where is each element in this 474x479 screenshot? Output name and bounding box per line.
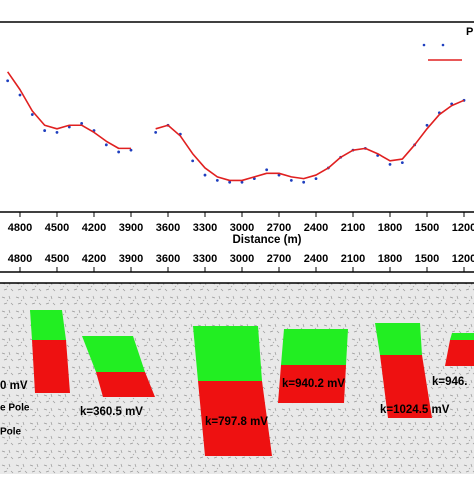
x-tick-label: 2700 [267,253,291,265]
blocks [30,310,474,456]
block-green [375,323,422,355]
x-tick-label: 1800 [378,253,402,265]
data-point [314,177,318,181]
x-tick-label: 3900 [119,253,143,265]
data-point [388,163,392,166]
data-point [277,173,281,177]
data-point [289,179,293,182]
legend-text: P [466,26,473,38]
data-point [265,168,269,172]
x-tick-label: 2700 [267,222,291,234]
x-tick-label: 2100 [341,253,365,265]
block-red [96,372,155,397]
data-point [43,129,47,132]
x-tick-label: 1500 [415,253,439,265]
x-tick-label: 4200 [82,222,106,234]
block-red [198,381,272,456]
x-tick-label: 4800 [8,222,32,234]
block-green [193,326,262,381]
data-point [400,161,404,165]
x-tick-label: 4800 [8,253,32,265]
block-green [281,329,348,365]
annotation: k=1024.5 mV [380,404,450,416]
annotation: k=360.5 mV [80,406,143,418]
data-point [18,93,22,97]
x-tick-label: 3300 [193,253,217,265]
x-tick-label: 4500 [45,222,69,234]
legend-dot [422,43,426,47]
annotation: k=940.2 mV [282,378,345,390]
data-point [117,150,121,154]
data-point [6,79,10,83]
block-red [32,340,70,393]
data-point [228,180,232,184]
block-red [278,365,346,403]
annotation: k=946. [432,376,468,388]
x-tick-label: 3600 [156,222,180,234]
block-green [30,310,66,340]
legend-dot [441,43,445,47]
fit-line [155,99,465,182]
data-point [240,180,244,184]
annotation: 0 mV [0,380,28,392]
data-point [302,180,306,184]
data-point [67,125,71,129]
data-point [191,159,195,163]
x-tick-label: 4200 [82,253,106,265]
data-point [104,143,108,147]
block-green [82,336,145,372]
x-tick-label: 3000 [230,222,254,234]
x-tick-label: 1800 [378,222,402,234]
x-axis-label: Distance (m) [232,234,301,246]
x-tick-label: 1500 [415,222,439,234]
legend: P [422,26,473,61]
x-tick-label: 2400 [304,253,328,265]
x-tick-label: 3900 [119,222,143,234]
x-tick-label: 4500 [45,253,69,265]
x-tick-label: 1200 [452,222,474,234]
data-point [80,122,84,125]
data-point [129,148,133,152]
fit-line [6,71,131,150]
data-point [425,123,429,127]
block-green [450,333,474,340]
x-tick-label: 3600 [156,253,180,265]
data-point [30,113,34,116]
x-tick-label: 2400 [304,222,328,234]
data-point [154,130,158,134]
block-red [380,355,432,418]
x-tick-label: 2100 [341,222,365,234]
block-red [445,340,474,366]
annotation: Pole [0,427,22,438]
data-point [252,177,256,181]
annotation: e Pole [0,403,30,414]
data-point [55,130,59,134]
data-point [215,179,219,182]
x-tick-label: 1200 [452,253,474,265]
annotation: k=797.8 mV [205,416,268,428]
data-point [203,173,207,177]
x-tick-label: 3300 [193,222,217,234]
x-tick-label: 3000 [230,253,254,265]
